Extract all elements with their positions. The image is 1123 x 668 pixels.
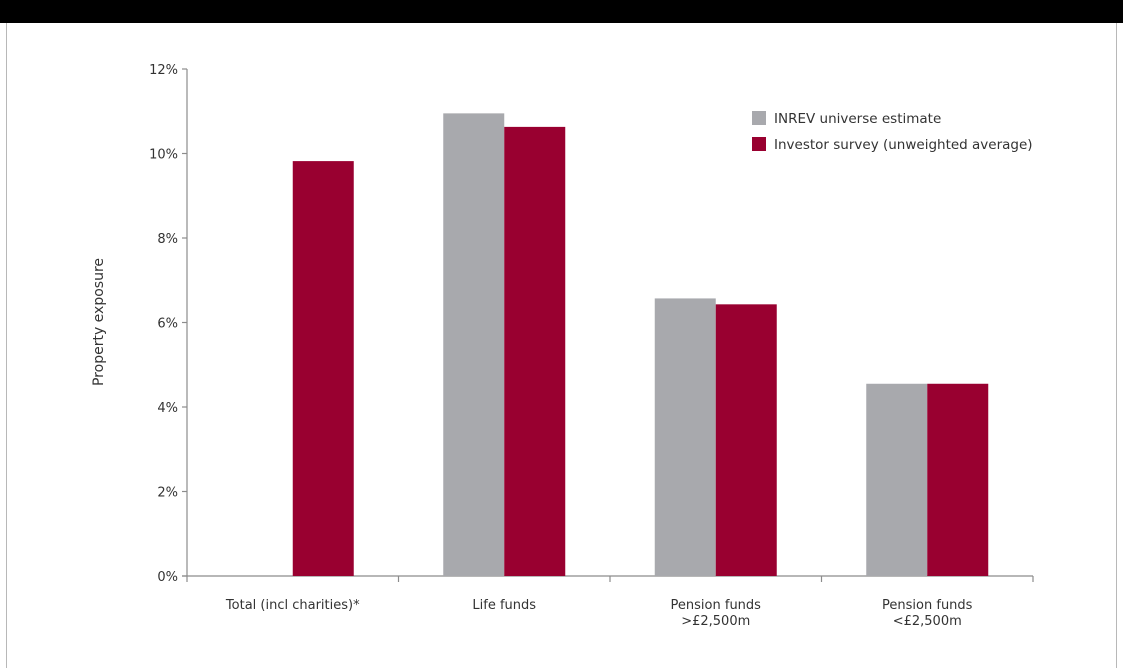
x-tick-label: Pension funds >£2,500m [671, 598, 762, 629]
x-tick-label-line: <£2,500m [893, 614, 962, 629]
x-tick-label-line: Pension funds [882, 598, 973, 613]
x-tick-label: Pension funds <£2,500m [882, 598, 973, 629]
x-tick-label-line: Total (incl charities)* [225, 598, 360, 613]
bar-investor-survey [504, 126, 566, 576]
y-axis: 0% 2% 4% 6% 8% 10% 12% [149, 63, 188, 585]
x-tick-label-line: >£2,500m [681, 614, 750, 629]
top-bar [0, 0, 1123, 23]
bar-investor-survey [927, 383, 989, 576]
bars [292, 113, 989, 577]
bar-inrev-universe [654, 298, 716, 576]
x-tick-label-line: Pension funds [671, 598, 762, 613]
y-tick-label: 12% [149, 63, 178, 78]
legend: INREV universe estimate Investor survey (… [752, 111, 1033, 153]
legend-label: Investor survey (unweighted average) [774, 137, 1033, 153]
y-tick-label: 2% [157, 486, 178, 501]
x-tick-label: Total (incl charities)* [225, 598, 360, 613]
y-tick-label: 8% [157, 232, 178, 247]
y-tick-label: 4% [157, 401, 178, 416]
x-tick-label: Life funds [472, 598, 536, 613]
y-tick-label: 6% [157, 317, 178, 332]
bar-investor-survey [292, 161, 354, 577]
bar-inrev-universe [443, 113, 505, 577]
legend-swatch [752, 111, 766, 125]
bar-investor-survey [715, 304, 777, 576]
legend-label: INREV universe estimate [774, 111, 941, 127]
y-tick-label: 0% [157, 570, 178, 585]
x-axis: Total (incl charities)* Life funds Pension… [182, 575, 1034, 629]
bar-inrev-universe [866, 383, 928, 576]
legend-swatch [752, 137, 766, 151]
y-axis-title: Property exposure [91, 258, 107, 386]
y-tick-label: 10% [149, 148, 178, 163]
x-tick-label-line: Life funds [472, 598, 536, 613]
chart-frame [6, 23, 1117, 668]
